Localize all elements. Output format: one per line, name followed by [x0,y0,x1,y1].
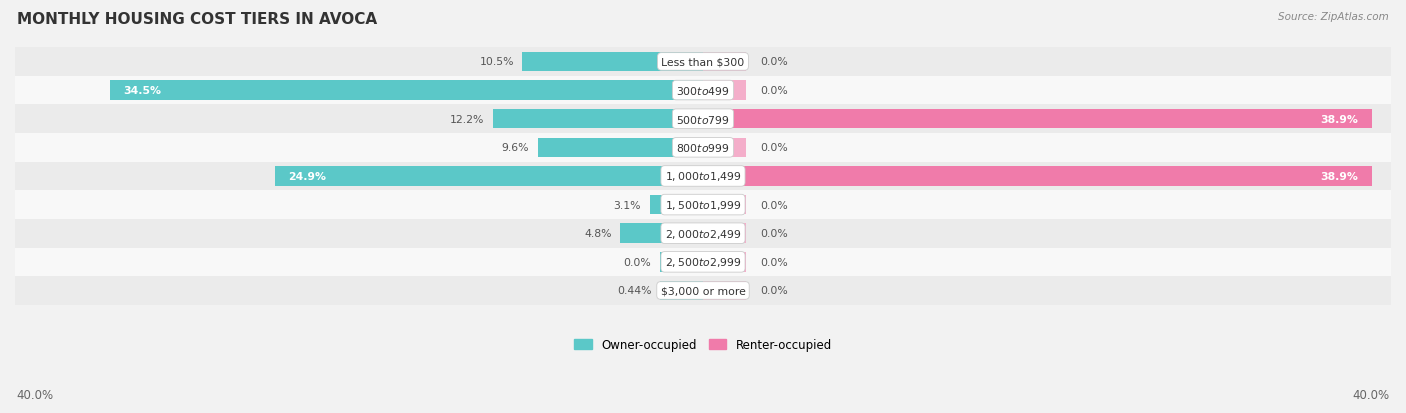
Bar [15,162,1391,191]
Bar [110,81,703,100]
Text: 0.0%: 0.0% [759,86,787,96]
Text: MONTHLY HOUSING COST TIERS IN AVOCA: MONTHLY HOUSING COST TIERS IN AVOCA [17,12,377,27]
Text: $300 to $499: $300 to $499 [676,85,730,97]
Text: $500 to $799: $500 to $799 [676,114,730,126]
Text: 38.9%: 38.9% [1320,171,1358,182]
Text: 0.0%: 0.0% [624,257,651,267]
Text: 3.1%: 3.1% [613,200,641,210]
Bar [703,138,747,158]
Bar [650,195,703,215]
Text: 0.0%: 0.0% [759,257,787,267]
Text: 9.6%: 9.6% [502,143,529,153]
Bar [15,191,1391,219]
Bar [15,276,1391,305]
Bar [703,281,747,301]
Text: 10.5%: 10.5% [479,57,513,67]
Bar [659,252,703,272]
Bar [538,138,703,158]
Text: 38.9%: 38.9% [1320,114,1358,124]
Text: Less than $300: Less than $300 [661,57,745,67]
Bar [703,52,747,72]
Text: 0.44%: 0.44% [617,286,651,296]
Bar [15,248,1391,276]
Text: $3,000 or more: $3,000 or more [661,286,745,296]
Legend: Owner-occupied, Renter-occupied: Owner-occupied, Renter-occupied [569,333,837,356]
Bar [703,252,747,272]
Bar [15,105,1391,134]
Text: 0.0%: 0.0% [759,57,787,67]
Text: 12.2%: 12.2% [450,114,485,124]
Text: $2,500 to $2,999: $2,500 to $2,999 [665,256,741,269]
Bar [703,81,747,100]
Bar [15,76,1391,105]
Bar [703,110,1372,129]
Text: 24.9%: 24.9% [288,171,326,182]
Text: 4.8%: 4.8% [585,229,612,239]
Bar [15,219,1391,248]
Bar [494,110,703,129]
Bar [703,167,1372,186]
Bar [15,48,1391,76]
Bar [523,52,703,72]
Text: $1,500 to $1,999: $1,500 to $1,999 [665,199,741,211]
Text: 0.0%: 0.0% [759,200,787,210]
Bar [274,167,703,186]
Bar [703,195,747,215]
Text: 0.0%: 0.0% [759,229,787,239]
Text: $2,000 to $2,499: $2,000 to $2,499 [665,227,741,240]
Bar [659,281,703,301]
Text: Source: ZipAtlas.com: Source: ZipAtlas.com [1278,12,1389,22]
Text: 0.0%: 0.0% [759,286,787,296]
Text: 40.0%: 40.0% [17,388,53,401]
Bar [620,224,703,243]
Text: 34.5%: 34.5% [124,86,162,96]
Text: $800 to $999: $800 to $999 [676,142,730,154]
Text: 0.0%: 0.0% [759,143,787,153]
Text: $1,000 to $1,499: $1,000 to $1,499 [665,170,741,183]
Text: 40.0%: 40.0% [1353,388,1389,401]
Bar [703,224,747,243]
Bar [15,134,1391,162]
